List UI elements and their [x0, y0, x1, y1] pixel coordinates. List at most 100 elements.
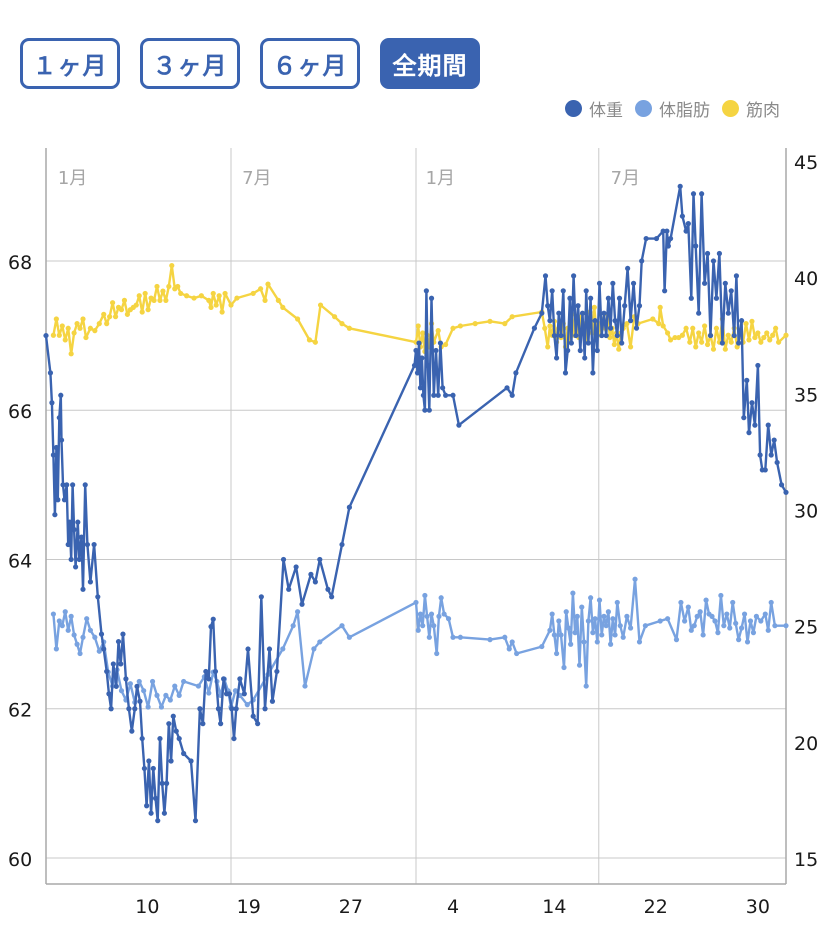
data-point-weight: [707, 332, 714, 339]
data-point-body-fat: [583, 683, 589, 689]
data-point-muscle: [222, 290, 228, 297]
data-point-weight: [639, 258, 645, 264]
data-point-body-fat: [605, 609, 612, 615]
data-point-weight: [123, 676, 129, 682]
data-point-muscle: [472, 321, 478, 327]
data-point-body-fat: [71, 632, 77, 638]
data-point-weight: [719, 340, 725, 346]
data-point-body-fat: [612, 632, 618, 638]
data-point-weight: [129, 728, 135, 734]
data-point-body-fat: [436, 613, 442, 619]
data-point-weight: [741, 415, 747, 421]
data-point-body-fat: [596, 597, 603, 603]
data-point-weight: [414, 370, 421, 376]
data-point-weight: [50, 452, 57, 458]
data-point-body-fat: [118, 688, 125, 694]
data-point-weight: [585, 340, 592, 346]
x-tick-label: 22: [644, 896, 668, 918]
data-point-weight: [630, 280, 637, 286]
tab-1-month[interactable]: １ヶ月: [20, 38, 120, 89]
legend-item-weight[interactable]: 体重: [565, 96, 623, 121]
data-point-weight: [241, 691, 247, 697]
data-point-weight: [47, 370, 54, 376]
data-point-weight: [152, 795, 159, 801]
data-point-weight: [106, 691, 112, 697]
data-point-weight: [456, 422, 462, 428]
data-point-weight: [551, 332, 557, 339]
data-point-weight: [423, 288, 429, 294]
data-point-body-fat: [581, 639, 587, 645]
data-point-weight: [120, 631, 126, 637]
data-point-body-fat: [438, 595, 444, 601]
month-label: 1月: [58, 168, 87, 189]
data-point-weight: [413, 347, 419, 354]
data-point-body-fat: [50, 611, 57, 617]
data-point-body-fat: [603, 623, 609, 629]
data-point-muscle: [509, 314, 515, 320]
tab-all-time[interactable]: 全期間: [380, 38, 480, 89]
data-point-weight: [693, 243, 699, 249]
data-point-weight: [683, 228, 689, 234]
data-point-body-fat: [295, 609, 301, 615]
data-point-body-fat: [65, 627, 71, 633]
data-point-weight: [633, 325, 640, 331]
data-point-muscle: [690, 325, 696, 331]
legend-swatch-weight: [565, 100, 582, 117]
data-point-weight: [308, 571, 314, 578]
legend-item-body-fat[interactable]: 体脂肪: [635, 96, 710, 121]
data-point-weight: [233, 706, 239, 712]
data-point-muscle: [175, 283, 181, 290]
data-point-weight: [61, 497, 68, 503]
data-point-muscle: [191, 295, 197, 301]
data-point-muscle: [713, 325, 720, 331]
data-point-weight: [104, 668, 110, 675]
data-point-weight: [293, 564, 299, 570]
data-point-muscle: [275, 297, 281, 303]
data-point-body-fat: [149, 678, 156, 685]
data-point-weight: [200, 721, 206, 727]
data-point-muscle: [250, 290, 256, 297]
data-point-body-fat: [688, 627, 694, 633]
data-point-weight: [53, 444, 59, 451]
data-point-weight: [280, 556, 287, 563]
data-point-muscle: [136, 293, 142, 299]
tab-6-months[interactable]: ６ヶ月: [260, 38, 360, 89]
data-point-weight: [431, 392, 437, 398]
data-point-weight: [84, 541, 91, 548]
data-point-body-fat: [92, 634, 98, 640]
tab-3-months[interactable]: ３ヶ月: [140, 38, 240, 89]
data-point-muscle: [415, 323, 421, 329]
data-point-weight: [126, 706, 132, 712]
data-point-weight: [728, 288, 734, 294]
data-point-weight: [690, 191, 697, 197]
data-point-weight: [636, 303, 643, 309]
data-point-muscle: [210, 290, 216, 297]
data-point-weight: [75, 519, 81, 525]
data-point-body-fat: [176, 692, 182, 698]
data-point-muscle: [133, 302, 139, 308]
data-point-body-fat: [592, 616, 598, 622]
data-point-weight: [226, 691, 233, 697]
data-point-body-fat: [579, 604, 585, 610]
data-point-weight: [146, 758, 152, 764]
data-point-muscle: [672, 334, 678, 341]
legend-item-muscle[interactable]: 筋肉: [722, 96, 780, 121]
y-right-tick-label: 30: [794, 501, 818, 523]
data-point-body-fat: [554, 650, 560, 657]
data-point-body-fat: [506, 646, 512, 652]
legend-label-weight: 体重: [589, 101, 623, 121]
data-point-muscle: [545, 344, 551, 350]
data-point-body-fat: [509, 639, 515, 645]
data-point-weight: [87, 579, 93, 585]
data-point-body-fat: [561, 664, 567, 671]
data-point-weight: [229, 706, 235, 712]
data-point-body-fat: [59, 623, 65, 629]
data-point-weight: [619, 340, 625, 346]
x-tick-label: 19: [237, 896, 261, 918]
data-point-body-fat: [685, 604, 691, 610]
data-point-weight: [716, 250, 723, 257]
data-point-body-fat: [53, 646, 59, 652]
data-point-weight: [170, 713, 176, 719]
data-point-muscle: [746, 337, 752, 343]
